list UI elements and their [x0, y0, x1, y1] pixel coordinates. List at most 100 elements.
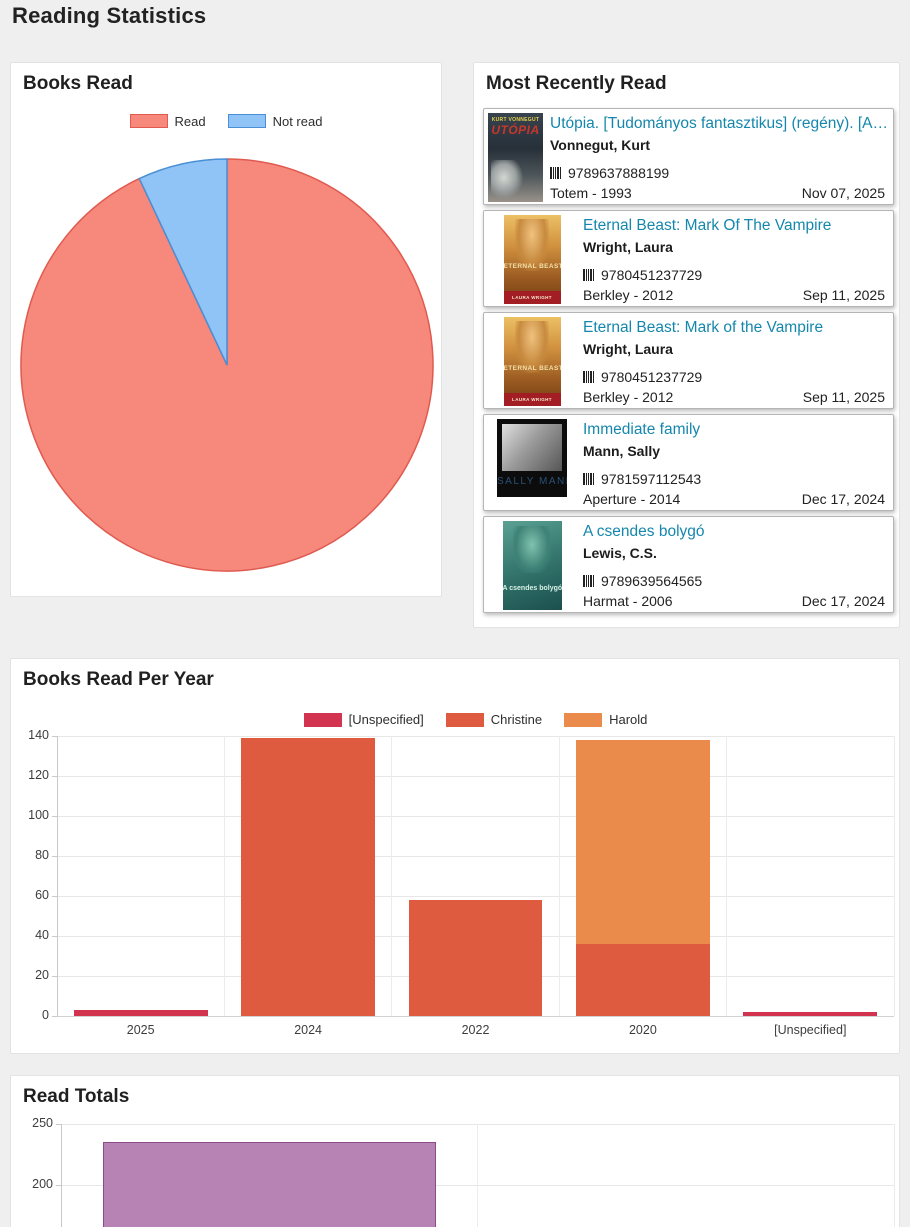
book-publication-row: Aperture - 2014 Dec 17, 2024 [583, 491, 885, 507]
book-title-link[interactable]: A csendes bolygó [583, 523, 705, 540]
cover-text: A csendes bolygó [502, 585, 562, 593]
barcode-icon [583, 473, 594, 485]
legend-item[interactable]: Christine [445, 712, 543, 727]
book-cover-thumbnail[interactable]: KURT VONNEGUT UTÓPIA [488, 113, 543, 202]
cover-text: UTÓPIA [491, 123, 540, 137]
page-title: Reading Statistics [12, 3, 207, 28]
book-read-date: Sep 11, 2025 [802, 287, 885, 303]
axis-tick [52, 815, 57, 817]
book-isbn-row: 9780451237729 [583, 369, 702, 385]
books-read-title: Books Read [23, 73, 133, 94]
book-list-item: SALLY MANN Immediate family Mann, Sally 978… [483, 414, 894, 511]
gridline-vertical [391, 736, 393, 1016]
book-isbn: 9780451237729 [601, 369, 703, 385]
gridline-vertical [558, 736, 560, 1016]
y-axis-label: 200 [32, 1177, 53, 1191]
book-title-link[interactable]: Utópia. [Tudományos fantasztikus] (regén… [550, 115, 888, 132]
book-info: Eternal Beast: Mark Of The Vampire Wright… [576, 215, 889, 304]
book-publisher-year: Harmat - 2006 [583, 593, 673, 609]
gridline-horizontal [57, 775, 894, 777]
bar-christine-2022 [408, 900, 543, 1016]
book-isbn-row: 9789639564565 [583, 573, 702, 589]
legend-swatch [445, 712, 484, 727]
book-list-item: ETERNAL BEAST LAURA WRIGHT Eternal Beast: … [483, 312, 894, 409]
y-axis-label: 140 [28, 728, 49, 742]
legend-item[interactable]: Harold [564, 712, 647, 727]
book-cover-slot: KURT VONNEGUT UTÓPIA [488, 113, 543, 202]
gridline-vertical [893, 736, 895, 1016]
book-publication-row: Berkley - 2012 Sep 11, 2025 [583, 389, 885, 405]
book-isbn: 9781597112543 [601, 471, 702, 487]
books-read-per-year-panel: Books Read Per Year [Unspecified] Christi… [10, 658, 900, 1054]
y-axis-line [56, 736, 58, 1016]
book-info: Utópia. [Tudományos fantasztikus] (regén… [543, 113, 889, 202]
book-author: Wright, Laura [583, 341, 673, 357]
book-title-link[interactable]: Eternal Beast: Mark of the Vampire [583, 319, 824, 336]
gridline-vertical [477, 1124, 478, 1227]
book-author: Lewis, C.S. [583, 545, 657, 561]
gridline-vertical [893, 1124, 895, 1227]
book-cover-slot: SALLY MANN [488, 419, 576, 508]
legend-swatch [564, 712, 603, 727]
book-info: A csendes bolygó Lewis, C.S. 9789639564565… [576, 521, 889, 610]
book-cover-thumbnail[interactable]: SALLY MANN [497, 419, 567, 497]
cover-text: ETERNAL BEAST [503, 365, 561, 373]
read-totals-chart: 050100150200250 [11, 1076, 899, 1227]
cover-text: KURT VONNEGUT [491, 117, 540, 123]
legend-swatch [129, 114, 168, 128]
barcode-icon [550, 167, 561, 179]
cover-text: ETERNAL BEAST [503, 263, 561, 271]
pie-legend: Read Not read [11, 113, 441, 129]
books-read-per-year-chart: 0 20 40 60 80 100 120 140 2025 2024 2022 2020 [Unspe… [11, 659, 899, 1053]
book-isbn: 9789639564565 [601, 573, 703, 589]
axis-tick [52, 855, 57, 857]
axis-tick [52, 1015, 57, 1017]
x-axis-line [57, 1015, 894, 1017]
books-read-panel: Books Read Read Not read [10, 62, 442, 597]
legend-item[interactable]: Not read [227, 114, 322, 129]
bar-series-category-1 [102, 1142, 436, 1227]
cover-text: LAURA WRIGHT [512, 295, 552, 300]
book-publisher-year: Berkley - 2012 [583, 287, 674, 303]
legend-item[interactable]: [Unspecified] [303, 712, 424, 727]
book-cover-thumbnail[interactable]: A csendes bolygó [502, 521, 562, 610]
legend-swatch [227, 114, 266, 128]
book-list-item: KURT VONNEGUT UTÓPIA Utópia. [Tudományos f… [483, 108, 894, 205]
book-info: Immediate family Mann, Sally 9781597112543… [576, 419, 889, 508]
gridline-horizontal [57, 895, 894, 897]
bar-christine-2024 [241, 738, 376, 1016]
x-axis-label: 2022 [461, 1023, 490, 1037]
gridline-horizontal [57, 855, 894, 857]
book-info: Eternal Beast: Mark of the Vampire Wright… [576, 317, 889, 406]
x-axis-label: [Unspecified] [774, 1023, 847, 1037]
y-axis-label: 60 [35, 888, 49, 902]
cover-text: SALLY MANN [497, 476, 567, 487]
book-title-link[interactable]: Immediate family [583, 421, 701, 438]
axis-tick [52, 775, 57, 777]
y-axis-label: 250 [32, 1116, 53, 1130]
x-axis-label: 2024 [294, 1023, 322, 1037]
axis-tick [56, 1123, 61, 1125]
read-totals-panel: Read Totals 050100150200250 [10, 1075, 900, 1227]
y-axis-label: 20 [35, 968, 49, 982]
book-author: Wright, Laura [583, 239, 673, 255]
book-title-link[interactable]: Eternal Beast: Mark Of The Vampire [583, 217, 832, 234]
gridline-horizontal [57, 735, 894, 737]
most-recently-read-panel: Most Recently Read KURT VONNEGUT UTÓPIA Ut… [473, 62, 900, 628]
axis-tick [52, 935, 57, 937]
legend-swatch [303, 712, 342, 727]
book-isbn-row: 9780451237729 [583, 267, 702, 283]
y-axis-label: 0 [42, 1008, 49, 1022]
book-isbn-row: 9781597112543 [583, 471, 701, 487]
most-recently-read-title: Most Recently Read [486, 73, 667, 94]
legend-item[interactable]: Read [129, 114, 206, 129]
axis-tick [52, 895, 57, 897]
book-cover-thumbnail[interactable]: ETERNAL BEAST LAURA WRIGHT [503, 317, 561, 406]
book-isbn-row: 9789637888199 [550, 165, 669, 181]
book-cover-thumbnail[interactable]: ETERNAL BEAST LAURA WRIGHT [503, 215, 561, 304]
book-publication-row: Berkley - 2012 Sep 11, 2025 [583, 287, 885, 303]
legend-label: Christine [490, 712, 543, 727]
axis-tick [52, 975, 57, 977]
book-publication-row: Totem - 1993 Nov 07, 2025 [550, 185, 885, 201]
book-isbn: 9780451237729 [601, 267, 703, 283]
